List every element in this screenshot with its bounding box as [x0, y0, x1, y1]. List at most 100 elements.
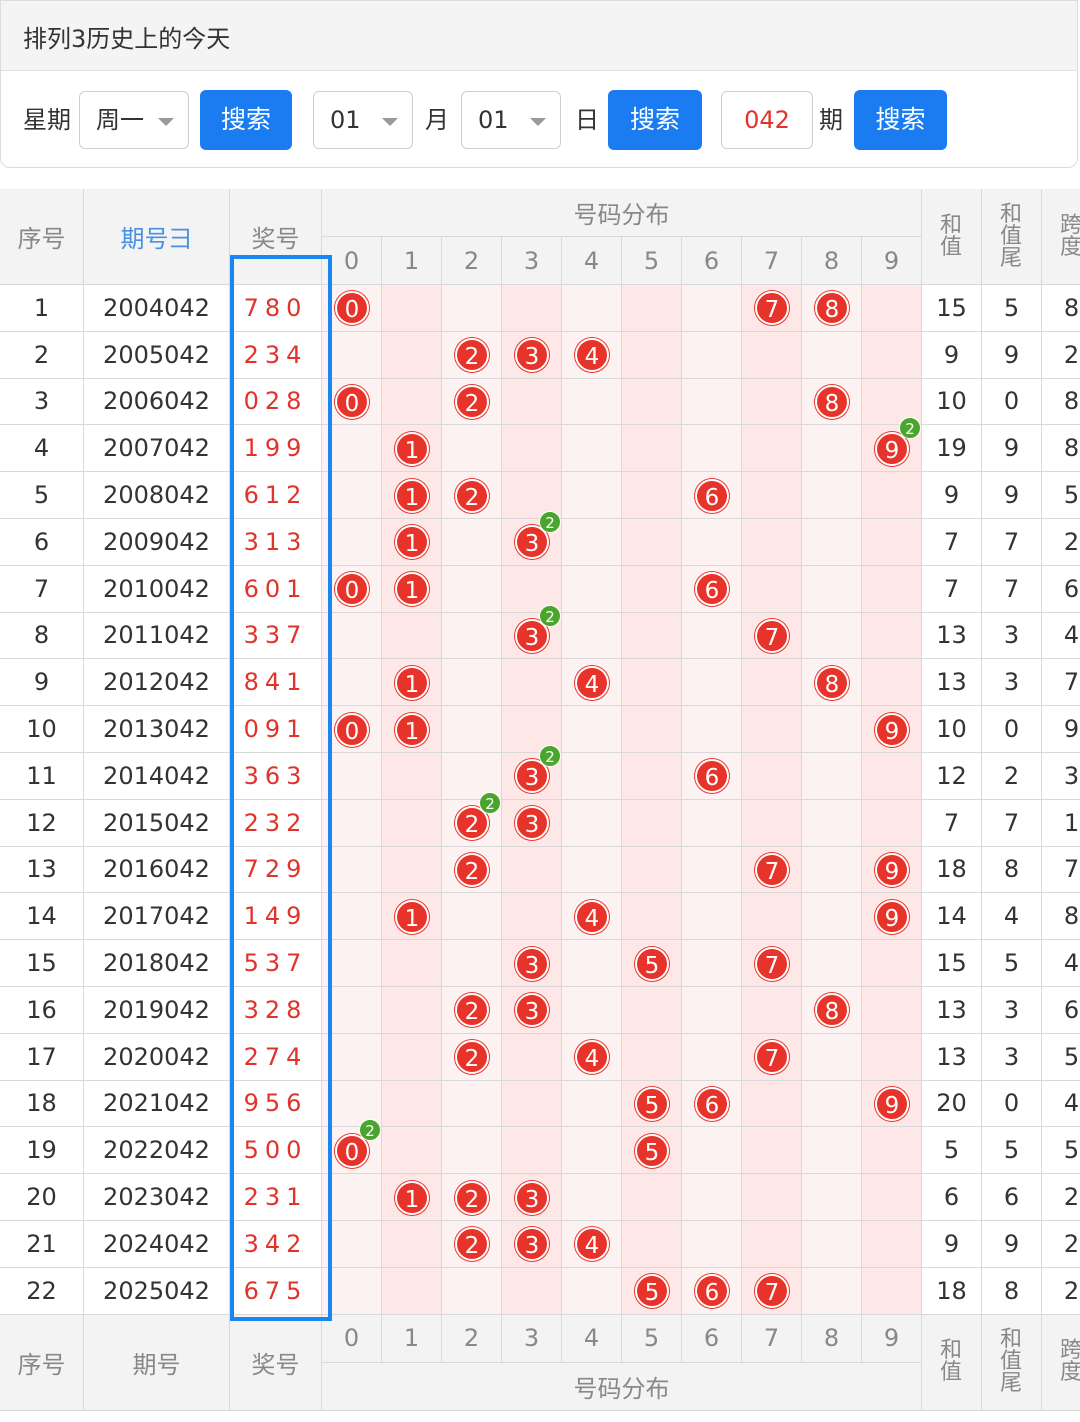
- number-ball: 1: [395, 431, 429, 466]
- row-prize: 601: [230, 565, 322, 613]
- dist-cell-5: [622, 987, 682, 1034]
- row-prize: 199: [230, 425, 322, 473]
- dist-cell-6: [682, 987, 742, 1034]
- row-span: 2: [1042, 1174, 1080, 1221]
- dist-cell-6: [682, 1174, 742, 1221]
- dist-cell-4: [562, 706, 622, 753]
- day-label: 日: [575, 106, 599, 134]
- row-issue: 2009042: [84, 519, 230, 566]
- dist-cell-4: [562, 472, 622, 519]
- dist-cell-8: [802, 612, 862, 660]
- dist-cell-3: 3: [502, 1221, 562, 1268]
- dist-cell-3: [502, 285, 562, 332]
- dist-cell-8: 8: [802, 987, 862, 1034]
- row-sum-tail: 3: [982, 612, 1042, 660]
- dist-cell-9: [862, 1221, 922, 1268]
- dist-cell-6: [682, 846, 742, 894]
- dist-cell-7: 7: [742, 1267, 802, 1315]
- day-select[interactable]: 01: [461, 91, 561, 149]
- search-date-button[interactable]: 搜索: [608, 90, 702, 150]
- header-digit-5: 5: [622, 237, 682, 285]
- dist-cell-4: [562, 940, 622, 987]
- issue-label: 期: [819, 106, 843, 134]
- row-index: 8: [0, 612, 84, 660]
- row-sum: 7: [922, 565, 982, 613]
- row-span: 2: [1042, 519, 1080, 566]
- dist-cell-2: 2: [442, 472, 502, 519]
- header-sum: 和值: [922, 1314, 982, 1411]
- row-issue: 2025042: [84, 1267, 230, 1315]
- header-sum: 和值: [922, 189, 982, 285]
- dist-cell-4: 4: [562, 659, 622, 707]
- header-issue-sort[interactable]: 期号 彐: [84, 189, 230, 285]
- dist-cell-8: [802, 706, 862, 753]
- dist-cell-0: [322, 519, 382, 566]
- dist-cell-9: [862, 612, 922, 660]
- row-issue: 2015042: [84, 799, 230, 847]
- dist-cell-7: [742, 987, 802, 1034]
- dist-cell-0: [322, 1033, 382, 1081]
- dist-cell-7: 7: [742, 1033, 802, 1081]
- dist-cell-1: [382, 1221, 442, 1268]
- dist-cell-4: [562, 1127, 622, 1175]
- dist-cell-6: [682, 519, 742, 566]
- dist-cell-5: [622, 519, 682, 566]
- number-ball: 5: [635, 1133, 669, 1168]
- issue-input[interactable]: 042: [721, 91, 813, 149]
- dist-cell-3: [502, 1127, 562, 1175]
- row-sum-tail: 3: [982, 987, 1042, 1034]
- sort-icon[interactable]: 彐: [168, 225, 193, 253]
- dist-cell-2: 2: [442, 846, 502, 894]
- header-digit-8: 8: [802, 237, 862, 285]
- repeat-count-badge: 2: [539, 511, 561, 533]
- dist-cell-6: 6: [682, 1267, 742, 1315]
- dist-cell-4: [562, 753, 622, 800]
- number-ball: 5: [635, 1086, 669, 1121]
- header-digit-2: 2: [442, 1314, 502, 1363]
- dist-cell-5: [622, 425, 682, 473]
- week-label: 星期: [23, 106, 71, 134]
- dist-cell-2: 2: [442, 1221, 502, 1268]
- dist-cell-3: 3: [502, 799, 562, 847]
- row-prize: 675: [230, 1267, 322, 1315]
- row-sum: 9: [922, 331, 982, 379]
- row-index: 2: [0, 331, 84, 379]
- number-ball: 7: [755, 946, 789, 981]
- dist-cell-6: 6: [682, 472, 742, 519]
- row-span: 8: [1042, 425, 1080, 473]
- search-week-button[interactable]: 搜索: [200, 90, 292, 150]
- number-ball: 4: [575, 1040, 609, 1075]
- dist-cell-0: [322, 987, 382, 1034]
- dist-cell-1: 1: [382, 425, 442, 473]
- month-select[interactable]: 01: [313, 91, 413, 149]
- page-title: 排列3历史上的今天: [23, 25, 231, 53]
- dist-cell-6: 6: [682, 1080, 742, 1128]
- dist-cell-4: [562, 846, 622, 894]
- number-ball: 2: [455, 478, 489, 513]
- dist-cell-0: [322, 612, 382, 660]
- search-issue-button[interactable]: 搜索: [854, 90, 947, 150]
- dist-cell-9: [862, 1033, 922, 1081]
- row-span: 8: [1042, 379, 1080, 426]
- dist-cell-8: [802, 1267, 862, 1315]
- dist-cell-8: [802, 1127, 862, 1175]
- dist-cell-5: [622, 1221, 682, 1268]
- header-digit-4: 4: [562, 1314, 622, 1363]
- header-prize: 奖号: [230, 1314, 322, 1411]
- dist-cell-6: 6: [682, 565, 742, 613]
- week-select[interactable]: 周一: [79, 91, 189, 149]
- dist-cell-8: [802, 1033, 862, 1081]
- row-sum-tail: 9: [982, 425, 1042, 473]
- row-index: 7: [0, 565, 84, 613]
- row-prize: 729: [230, 846, 322, 894]
- repeat-count-badge: 2: [899, 417, 921, 440]
- dist-cell-8: 8: [802, 378, 862, 426]
- row-sum: 13: [922, 987, 982, 1034]
- number-ball: 2: [455, 993, 489, 1028]
- row-sum-tail: 7: [982, 799, 1042, 847]
- row-sum-tail: 8: [982, 1267, 1042, 1315]
- dist-cell-5: 5: [622, 1127, 682, 1175]
- dist-cell-7: 7: [742, 285, 802, 332]
- row-issue: 2008042: [84, 472, 230, 519]
